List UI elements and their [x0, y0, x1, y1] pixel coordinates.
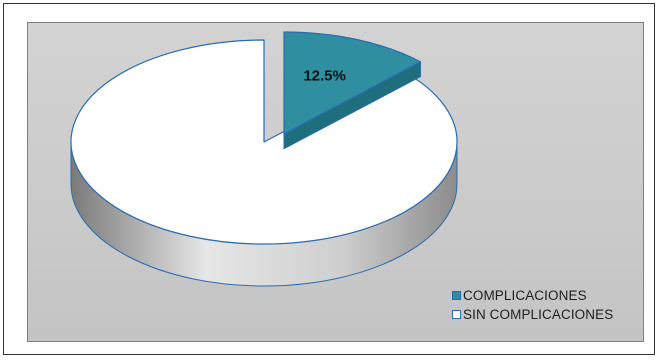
- pie-layer: [70, 31, 458, 287]
- legend-swatch-sin-complicaciones: [452, 310, 461, 319]
- slice-top-complicaciones: [283, 31, 422, 135]
- slice-top-sin-complicaciones: [70, 39, 458, 245]
- legend-item-complicaciones: COMPLICACIONES: [452, 286, 652, 305]
- legend-item-sin-complicaciones: SIN COMPLICACIONES: [452, 305, 652, 324]
- legend-swatch-complicaciones: [452, 291, 461, 300]
- legend: COMPLICACIONES SIN COMPLICACIONES: [452, 286, 652, 324]
- data-label-complicaciones: 12.5%: [303, 68, 346, 85]
- legend-label-sin-complicaciones: SIN COMPLICACIONES: [463, 307, 614, 322]
- legend-label-complicaciones: COMPLICACIONES: [463, 288, 587, 303]
